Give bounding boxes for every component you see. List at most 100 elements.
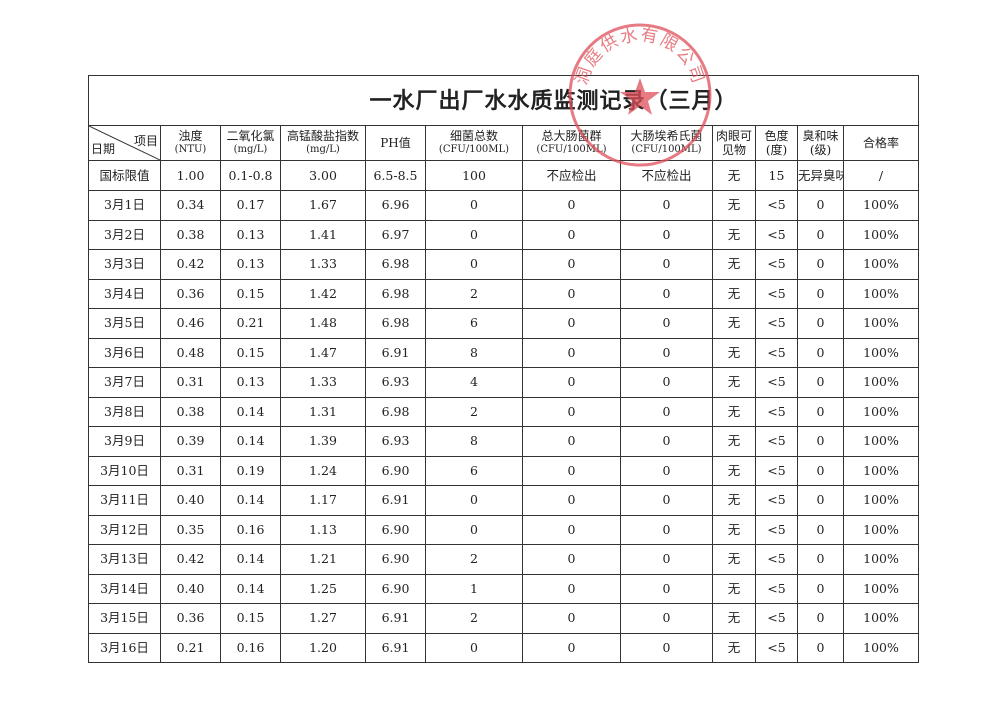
data-cell: 0.39	[160, 426, 221, 457]
data-cell: 无	[712, 337, 756, 368]
data-cell: <5	[755, 455, 798, 486]
data-cell: 0	[797, 190, 844, 221]
header-cell: 高锰酸盐指数 (mg/L)	[280, 125, 366, 161]
data-cell: 6.90	[365, 573, 426, 604]
data-cell: 100%	[842, 308, 920, 339]
data-cell: <5	[755, 544, 798, 575]
data-cell: 0.34	[160, 190, 221, 221]
data-cell: 无	[712, 308, 756, 339]
header-text: 大肠埃希氏菌	[630, 129, 703, 143]
data-row: 3月10日 0.31 0.19 1.24 6.90 6 0 0 无 <5 0 100%	[88, 455, 920, 486]
header-cell: 总大肠菌群 (CFU/100ML)	[522, 125, 621, 161]
data-cell: 0	[522, 337, 621, 368]
data-cell: 3月2日	[88, 219, 161, 250]
limit-cell: 1.00	[160, 160, 221, 191]
data-cell: 0	[620, 190, 713, 221]
data-cell: <5	[755, 632, 798, 663]
data-cell: 0	[797, 455, 844, 486]
data-cell: 3月12日	[88, 514, 161, 545]
data-cell: 0.38	[160, 219, 221, 250]
data-cell: 0	[797, 396, 844, 427]
data-cell: 0.14	[220, 426, 281, 457]
data-cell: 无	[712, 514, 756, 545]
data-cell: 1	[425, 573, 523, 604]
title-row: 一水厂出厂水水质监测记录（三月）	[87, 75, 920, 126]
data-row: 3月9日 0.39 0.14 1.39 6.93 8 0 0 无 <5 0 100%	[88, 426, 920, 457]
data-cell: 0.31	[160, 455, 221, 486]
data-cell: 0.15	[220, 603, 281, 634]
data-row: 3月2日 0.38 0.13 1.41 6.97 0 0 0 无 <5 0 100%	[88, 219, 920, 250]
data-cell: <5	[755, 573, 798, 604]
data-cell: 0.35	[160, 514, 221, 545]
data-cell: 0	[425, 190, 523, 221]
data-cell: 0	[522, 603, 621, 634]
header-text: (CFU/100ML)	[536, 144, 607, 155]
data-cell: 3月1日	[88, 190, 161, 221]
data-cell: 0	[620, 455, 713, 486]
header-cell: 项目 日期	[88, 125, 161, 161]
data-cell: 2	[425, 396, 523, 427]
data-cell: <5	[755, 308, 798, 339]
data-row: 3月4日 0.36 0.15 1.42 6.98 2 0 0 无 <5 0 100%	[88, 278, 920, 309]
header-cell: 合格率	[842, 125, 920, 161]
data-cell: 6	[425, 308, 523, 339]
data-cell: 0	[425, 249, 523, 280]
data-cell: 0	[425, 514, 523, 545]
limit-row: 国标限值 1.00 0.1-0.8 3.00 6.5-8.5 100 不应检出 不应检出无 15…	[88, 160, 920, 191]
data-cell: 0	[797, 278, 844, 309]
data-cell: 3月8日	[88, 396, 161, 427]
data-cell: 8	[425, 426, 523, 457]
data-cell: 1.67	[280, 190, 366, 221]
header-text: (mg/L)	[306, 144, 340, 155]
data-cell: 100%	[842, 544, 920, 575]
diagonal	[89, 126, 160, 160]
data-cell: 6.91	[365, 337, 426, 368]
data-cell: 0.14	[220, 485, 281, 516]
data-cell: 无	[712, 190, 756, 221]
data-cell: 无	[712, 544, 756, 575]
header-cell: 大肠埃希氏菌 (CFU/100ML)	[620, 125, 713, 161]
data-cell: 6.98	[365, 308, 426, 339]
data-cell: 0.38	[160, 396, 221, 427]
data-cell: 0.36	[160, 603, 221, 634]
header-text: 合格率	[863, 136, 900, 150]
limit-cell: 无	[712, 160, 756, 191]
data-cell: 0	[620, 426, 713, 457]
data-row: 3月16日 0.21 0.16 1.20 6.91 0 0 0 无 <5 0 100%	[88, 632, 920, 663]
limit-cell: 不应检出	[522, 160, 621, 191]
data-cell: 1.27	[280, 603, 366, 634]
data-cell: 1.41	[280, 219, 366, 250]
data-cell: 0	[522, 514, 621, 545]
header-text: 见物	[721, 143, 746, 157]
data-cell: 0	[797, 426, 844, 457]
table-title: 一水厂出厂水水质监测记录（三月）	[87, 75, 920, 126]
data-cell: 0	[522, 632, 621, 663]
data-cell: 0	[425, 632, 523, 663]
header-row: 项目 日期 浊度 (NTU) 二氧化氯 (mg/L) 高锰酸盐指数 (mg/L) PH值 细菌总数…	[88, 125, 920, 161]
data-cell: 0	[522, 485, 621, 516]
data-cell: <5	[755, 485, 798, 516]
data-cell: 3月13日	[88, 544, 161, 575]
data-row: 3月7日 0.31 0.13 1.33 6.93 4 0 0 无 <5 0 100%	[88, 367, 920, 398]
data-cell: 0.13	[220, 249, 281, 280]
data-cell: 无	[712, 573, 756, 604]
data-cell: 3月14日	[88, 573, 161, 604]
data-cell: 0	[797, 573, 844, 604]
data-cell: 0	[522, 308, 621, 339]
data-cell: 0	[522, 367, 621, 398]
header-cell: PH值	[365, 125, 426, 161]
data-cell: 0.48	[160, 337, 221, 368]
data-cell: 100%	[842, 337, 920, 368]
data-cell: 6.97	[365, 219, 426, 250]
header-text: (NTU)	[174, 144, 207, 155]
data-cell: 无	[712, 367, 756, 398]
data-cell: 100%	[842, 632, 920, 663]
data-row: 3月13日 0.42 0.14 1.21 6.90 2 0 0 无 <5 0 100%	[88, 544, 920, 575]
header-text: 项目	[133, 134, 158, 148]
header-cell: 细菌总数 (CFU/100ML)	[425, 125, 523, 161]
data-cell: 0	[620, 632, 713, 663]
data-cell: 0.16	[220, 632, 281, 663]
data-cell: 0.21	[160, 632, 221, 663]
data-cell: 0	[620, 485, 713, 516]
